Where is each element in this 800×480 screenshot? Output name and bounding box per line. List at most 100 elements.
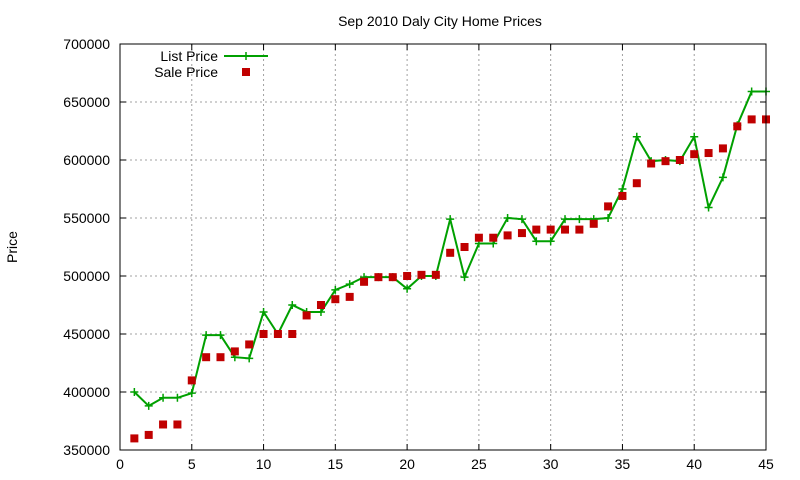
list-price-point [690, 132, 699, 141]
sale-price-point [202, 353, 211, 362]
sale-price-point [273, 330, 282, 338]
sale-price-point [532, 225, 541, 234]
legend-marker-sale-price [242, 68, 250, 76]
x-tick-label: 20 [399, 456, 415, 472]
axis-ticks: 0 5 10 15 20 25 30 35 40 45 350000 400000 450000 5000… [63, 36, 774, 472]
list-price-line [133, 90, 766, 408]
y-tick-label: 450000 [63, 326, 110, 342]
sale-price-point [130, 434, 139, 443]
chart-title: Sep 2010 Daly City Home Prices [338, 13, 542, 29]
list-price-point [546, 237, 555, 246]
sale-price-point [575, 225, 584, 234]
list-price-point [159, 393, 168, 402]
sale-price-point [675, 156, 684, 164]
sale-price-point [187, 376, 196, 385]
list-price-point [460, 273, 469, 282]
list-price-point [704, 203, 713, 212]
sale-price-point [216, 353, 225, 362]
sale-price-point [632, 179, 641, 188]
sale-price-point [747, 115, 756, 124]
list-price-point [575, 215, 584, 224]
sale-price-point [417, 270, 426, 279]
y-tick-label: 500000 [63, 268, 110, 284]
sale-price-point [517, 229, 526, 238]
series-layer [130, 87, 770, 443]
sale-price-point [604, 202, 613, 211]
list-price-point [503, 214, 512, 222]
x-tick-label: 45 [758, 456, 774, 472]
plot-frame [119, 43, 767, 451]
sale-price-point [345, 292, 354, 301]
x-tick-label: 25 [471, 456, 487, 472]
sale-price-point [546, 225, 555, 234]
x-tick-label: 40 [686, 456, 702, 472]
sale-price-point [690, 150, 699, 159]
sale-price-point [331, 295, 340, 304]
list-price-point [331, 285, 340, 294]
list-price-point [345, 280, 354, 289]
sale-price-point [503, 231, 512, 240]
list-price-point [130, 388, 139, 396]
sale-price-point [474, 233, 483, 242]
sale-price-point [589, 219, 598, 228]
list-price-point [403, 284, 412, 293]
sale-price-point [288, 330, 297, 338]
sale-price-point [230, 347, 239, 356]
sale-price-point [144, 430, 153, 439]
list-price-point [517, 215, 526, 224]
sale-price-point [647, 159, 656, 168]
list-price-point [173, 393, 182, 402]
list-price-point [216, 331, 225, 340]
legend-marker-list-price [242, 52, 250, 60]
sale-price-point [704, 149, 713, 158]
list-price-point [446, 215, 455, 224]
x-tick-label: 0 [116, 456, 124, 472]
y-axis-label: Price [4, 231, 20, 263]
list-price-point [718, 173, 727, 182]
y-tick-label: 600000 [63, 152, 110, 168]
sale-price-point [489, 233, 498, 242]
sale-price-point [159, 420, 168, 429]
x-tick-label: 5 [188, 456, 196, 472]
x-tick-label: 10 [256, 456, 272, 472]
list-price-point [288, 301, 297, 309]
sale-price-point [316, 301, 325, 309]
y-tick-label: 350000 [63, 442, 110, 458]
list-price-point [618, 185, 627, 193]
legend-label-sale-price: Sale Price [154, 64, 218, 80]
list-price-point [245, 354, 254, 363]
sale-price-point [431, 270, 440, 279]
list-price-point [259, 307, 268, 316]
list-price-point [202, 331, 211, 340]
sale-price-point [302, 311, 311, 320]
list-price-point [532, 237, 541, 246]
sale-price-point [403, 272, 412, 280]
sale-price-point [661, 157, 670, 166]
sale-price-point [374, 273, 383, 282]
y-tick-label: 400000 [63, 384, 110, 400]
sale-price-point [733, 122, 742, 131]
list-price-point [561, 215, 570, 224]
sale-price-point [173, 420, 182, 429]
x-tick-label: 30 [543, 456, 559, 472]
sale-price-point [718, 144, 727, 153]
list-price-point [632, 132, 641, 141]
sale-price-point [460, 243, 469, 251]
x-tick-label: 15 [328, 456, 344, 472]
sale-price-point [561, 225, 570, 234]
y-tick-label: 700000 [63, 36, 110, 52]
sale-price-point [446, 248, 455, 257]
sale-price-point [618, 191, 627, 200]
list-price-point [187, 389, 196, 398]
sale-price-point [388, 273, 397, 282]
y-tick-label: 550000 [63, 210, 110, 226]
sale-price-point [245, 340, 254, 349]
x-tick-label: 35 [615, 456, 631, 472]
list-price-point [747, 87, 756, 96]
list-price-point [316, 307, 325, 316]
legend-label-list-price: List Price [160, 48, 218, 64]
y-tick-label: 650000 [63, 94, 110, 110]
sale-price-point [360, 277, 369, 286]
